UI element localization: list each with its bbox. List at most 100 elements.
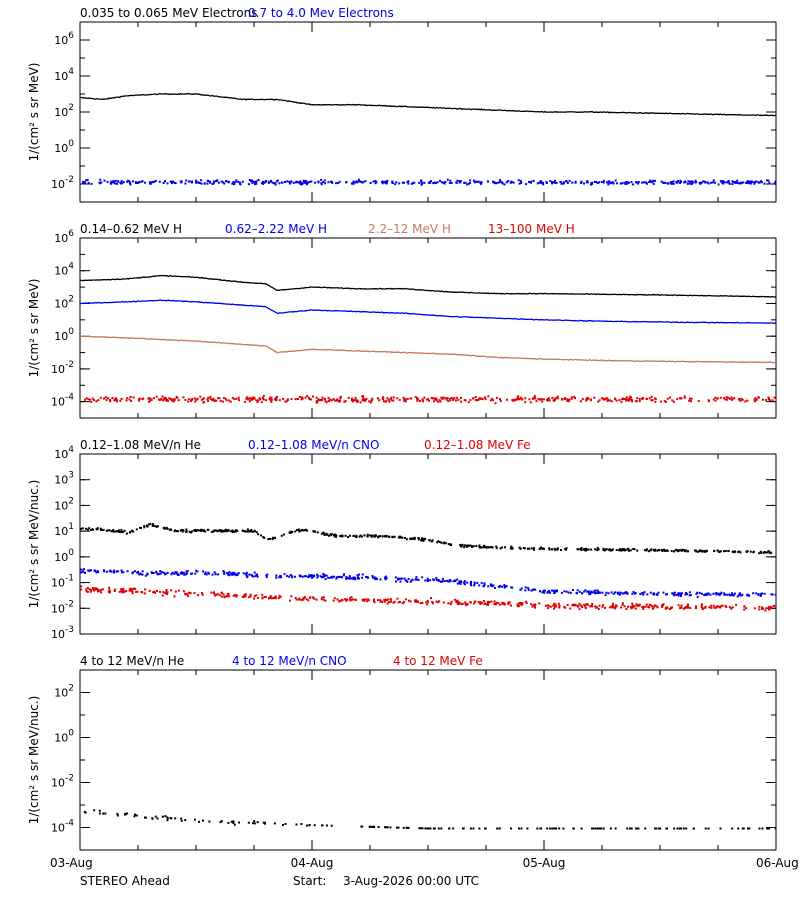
data-point — [648, 603, 651, 606]
data-point — [241, 180, 244, 183]
data-point — [734, 181, 737, 184]
data-point — [618, 399, 621, 402]
data-point — [677, 604, 680, 607]
data-point — [585, 547, 587, 550]
data-point — [90, 589, 93, 591]
data-point — [478, 601, 481, 604]
data-point — [358, 180, 361, 183]
data-point — [141, 591, 144, 594]
data-point — [273, 537, 276, 539]
data-point — [495, 547, 498, 549]
data-point — [373, 601, 376, 604]
data-point — [363, 534, 366, 537]
data-point — [156, 590, 158, 592]
data-point — [351, 397, 354, 400]
data-point — [267, 180, 270, 183]
data-point — [361, 573, 364, 576]
data-point — [733, 592, 736, 595]
data-point — [227, 180, 230, 183]
data-point — [355, 534, 358, 537]
data-point — [362, 399, 365, 402]
data-point — [154, 179, 157, 182]
data-point — [340, 599, 343, 602]
data-point — [170, 528, 173, 531]
data-point — [631, 602, 634, 605]
data-point — [717, 550, 720, 553]
series-line — [80, 335, 776, 364]
data-point — [680, 827, 682, 830]
data-point — [129, 396, 132, 398]
data-point — [594, 827, 597, 830]
data-point — [627, 181, 630, 184]
data-point — [305, 575, 308, 578]
data-point — [561, 182, 564, 185]
data-point — [632, 548, 635, 550]
data-point — [97, 399, 100, 402]
legend-entry: 0.035 to 0.065 MeV Electrons — [80, 6, 257, 20]
data-point — [499, 603, 502, 606]
data-point — [474, 180, 477, 183]
data-point — [652, 606, 655, 609]
data-point — [115, 530, 118, 533]
data-point — [138, 398, 141, 400]
data-point — [390, 600, 393, 603]
data-point — [341, 598, 344, 601]
data-point — [420, 179, 423, 182]
data-point — [513, 399, 516, 402]
data-point — [141, 570, 144, 573]
panel-4: 4 to 12 MeV/n He 4 to 12 MeV/n CNO 4 to 12… — [27, 654, 777, 851]
data-point — [235, 574, 238, 577]
data-point — [740, 181, 743, 184]
data-point — [248, 397, 251, 400]
data-point — [252, 530, 255, 533]
data-point — [744, 400, 747, 403]
data-point — [80, 585, 83, 588]
data-point — [574, 397, 576, 400]
data-point — [174, 571, 177, 573]
data-point — [610, 591, 613, 594]
data-point — [556, 547, 559, 550]
legend-entry: 13–100 MeV H — [488, 222, 575, 236]
data-point — [323, 575, 326, 578]
data-point — [762, 551, 765, 554]
data-point — [214, 573, 217, 576]
data-point — [547, 607, 550, 610]
data-point — [362, 396, 365, 399]
data-point — [449, 543, 452, 546]
data-point — [94, 587, 97, 590]
data-point — [543, 589, 546, 592]
data-point — [746, 827, 749, 830]
data-point — [703, 180, 706, 183]
data-point — [304, 180, 307, 183]
data-point — [269, 595, 272, 598]
series-line — [80, 299, 776, 325]
data-point — [270, 400, 273, 403]
data-point — [685, 591, 687, 594]
data-point — [704, 550, 706, 553]
data-point — [548, 399, 551, 402]
data-point — [333, 597, 336, 600]
data-point — [432, 182, 435, 184]
data-point — [120, 588, 123, 591]
data-point — [701, 603, 703, 606]
data-point — [295, 598, 298, 601]
data-point — [232, 820, 235, 823]
data-point — [595, 181, 598, 183]
data-point — [563, 398, 566, 401]
data-point — [463, 544, 466, 547]
data-point — [737, 550, 739, 553]
data-point — [426, 827, 429, 830]
data-point — [512, 181, 515, 184]
data-point — [332, 599, 335, 602]
data-point — [366, 576, 369, 579]
data-point — [253, 822, 256, 825]
data-point — [308, 398, 311, 400]
data-point — [214, 594, 217, 597]
y-tick-label: 103 — [54, 471, 74, 487]
data-point — [103, 569, 105, 572]
data-point — [505, 181, 508, 184]
data-point — [706, 549, 708, 552]
data-point — [720, 605, 723, 608]
data-point — [760, 551, 763, 554]
data-point — [329, 533, 332, 536]
